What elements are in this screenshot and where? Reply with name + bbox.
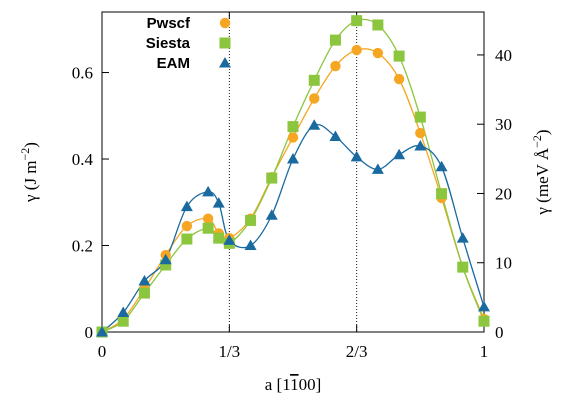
x-tick-label: 1/3 [218,342,240,361]
data-point-eam [308,119,321,130]
data-point-eam [287,153,299,164]
data-point-pwscf [393,73,405,85]
axis-titles: a [1100] γ (J m−2) γ (meV Å−2) [18,129,552,394]
data-point-eam [202,185,215,197]
legend: Pwscf Siesta EAM [146,15,231,72]
x-tick-label: 1 [480,342,489,361]
y-left-tick-label: 0.6 [72,64,93,83]
legend-marker-pwscf [219,17,231,29]
plot-border [101,11,485,333]
data-point-siesta [202,222,214,234]
x-tick-label: 2/3 [346,342,368,361]
y-right-tick-label: 40 [495,46,512,65]
legend-label-siesta: Siesta [146,35,191,52]
data-point-siesta [436,188,448,200]
plot-frame [101,11,485,333]
data-point-eam [159,253,172,265]
data-point-siesta [308,74,320,86]
data-point-eam [350,150,363,162]
y-left-axis-title: γ (J m−2) [18,142,40,203]
y-right-tick-label: 0 [495,323,504,342]
data-point-siesta [393,50,405,62]
data-point-eam [414,140,427,151]
data-point-pwscf [287,132,299,143]
data-point-eam [212,197,225,208]
y-left-tick-label: 0.4 [72,150,94,169]
data-point-pwscf [351,44,362,56]
data-point-pwscf [181,220,193,232]
x-axis-title: a [1100] [265,375,322,394]
legend-label-eam: EAM [157,55,190,72]
data-point-pwscf [372,47,384,59]
data-point-siesta [266,172,278,184]
data-point-eam [478,300,490,312]
series-markers [96,15,490,338]
data-point-eam [244,239,257,251]
data-point-eam [117,306,130,318]
data-point-siesta [138,287,150,299]
y-left-tick-label: 0.2 [72,237,93,256]
data-point-siesta [117,315,129,327]
data-point-eam [223,234,236,245]
data-point-siesta [245,214,257,226]
data-point-eam [96,326,108,337]
data-point-pwscf [202,213,214,224]
data-point-pwscf [309,93,320,104]
data-point-eam [456,232,469,243]
data-point-eam [329,130,342,142]
vertical-reference-lines [228,12,358,332]
data-point-eam [180,200,193,212]
legend-label-pwscf: Pwscf [147,15,191,32]
data-point-pwscf [330,60,341,72]
data-point-eam [371,163,384,174]
y-right-axis-title: γ (meV Å−2) [530,129,552,215]
data-point-eam [265,209,278,220]
data-point-siesta [160,259,172,271]
x-tick-label: 0 [98,342,107,361]
data-point-siesta [181,233,193,245]
data-point-eam [435,160,448,172]
data-point-siesta [414,111,426,123]
data-point-siesta [213,232,225,244]
y-right-tick-label: 30 [495,115,512,134]
data-point-eam [138,274,151,286]
y-right-tick-label: 10 [495,254,512,273]
data-point-siesta [372,19,384,31]
data-point-pwscf [415,127,426,139]
data-point-eam [393,148,406,160]
data-point-siesta [287,121,299,133]
legend-marker-siesta [219,37,231,49]
data-point-siesta [478,315,490,327]
legend-marker-eam [219,57,231,68]
data-point-siesta [351,15,363,27]
series-curve-pwscf [101,48,485,333]
data-point-siesta [457,261,469,273]
y-left-tick-label: 0 [85,323,94,342]
y-right-tick-label: 20 [495,184,512,203]
data-point-siesta [329,34,341,46]
